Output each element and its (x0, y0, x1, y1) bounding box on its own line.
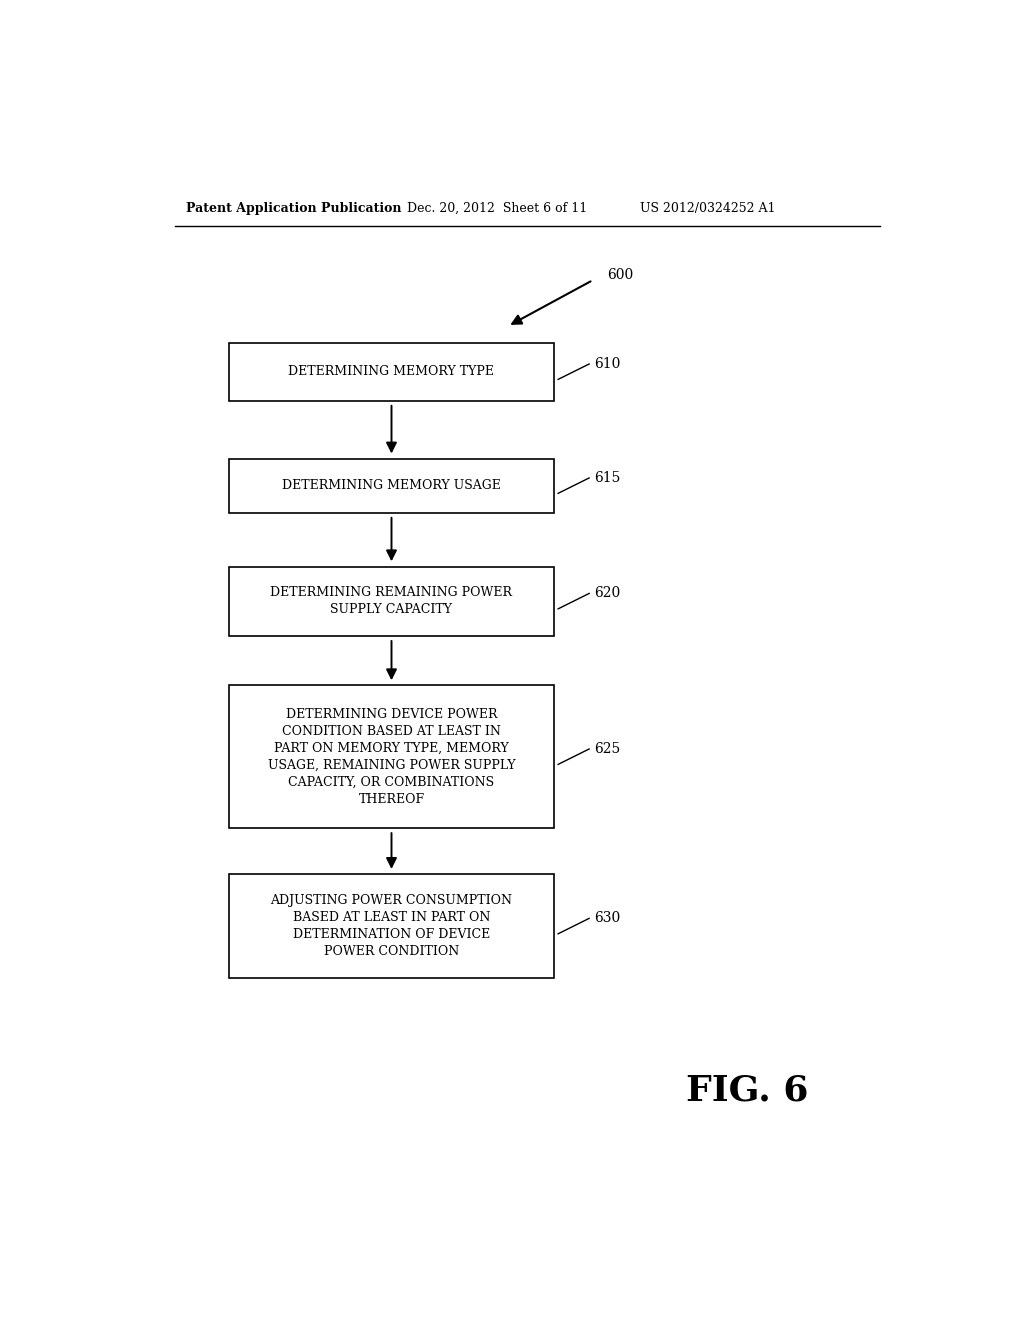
Text: ADJUSTING POWER CONSUMPTION: ADJUSTING POWER CONSUMPTION (270, 894, 512, 907)
Text: 615: 615 (594, 471, 621, 484)
Text: DETERMINING MEMORY USAGE: DETERMINING MEMORY USAGE (282, 479, 501, 492)
Bar (228, 874, 554, 978)
Bar (228, 459, 554, 512)
Text: CAPACITY, OR COMBINATIONS: CAPACITY, OR COMBINATIONS (289, 776, 495, 788)
Text: Patent Application Publication: Patent Application Publication (186, 202, 401, 215)
Text: DETERMINING DEVICE POWER: DETERMINING DEVICE POWER (286, 708, 498, 721)
Text: 625: 625 (594, 742, 620, 756)
Text: DETERMINATION OF DEVICE: DETERMINATION OF DEVICE (293, 928, 490, 941)
Text: THEREOF: THEREOF (358, 792, 425, 805)
Text: 610: 610 (594, 356, 621, 371)
Text: CONDITION BASED AT LEAST IN: CONDITION BASED AT LEAST IN (282, 725, 501, 738)
Text: 630: 630 (594, 911, 620, 925)
Text: DETERMINING REMAINING POWER: DETERMINING REMAINING POWER (270, 586, 512, 599)
Text: US 2012/0324252 A1: US 2012/0324252 A1 (640, 202, 775, 215)
Text: PART ON MEMORY TYPE, MEMORY: PART ON MEMORY TYPE, MEMORY (274, 742, 509, 755)
Text: 620: 620 (594, 586, 620, 601)
Text: 600: 600 (607, 268, 633, 282)
Text: Dec. 20, 2012  Sheet 6 of 11: Dec. 20, 2012 Sheet 6 of 11 (407, 202, 587, 215)
Text: USAGE, REMAINING POWER SUPPLY: USAGE, REMAINING POWER SUPPLY (267, 759, 515, 772)
Text: DETERMINING MEMORY TYPE: DETERMINING MEMORY TYPE (289, 366, 495, 379)
Text: SUPPLY CAPACITY: SUPPLY CAPACITY (331, 603, 453, 616)
Bar (228, 343, 554, 400)
Text: BASED AT LEAST IN PART ON: BASED AT LEAST IN PART ON (293, 911, 490, 924)
Text: FIG. 6: FIG. 6 (686, 1073, 809, 1107)
Text: POWER CONDITION: POWER CONDITION (324, 945, 459, 958)
Bar (228, 566, 554, 636)
Bar (228, 685, 554, 828)
